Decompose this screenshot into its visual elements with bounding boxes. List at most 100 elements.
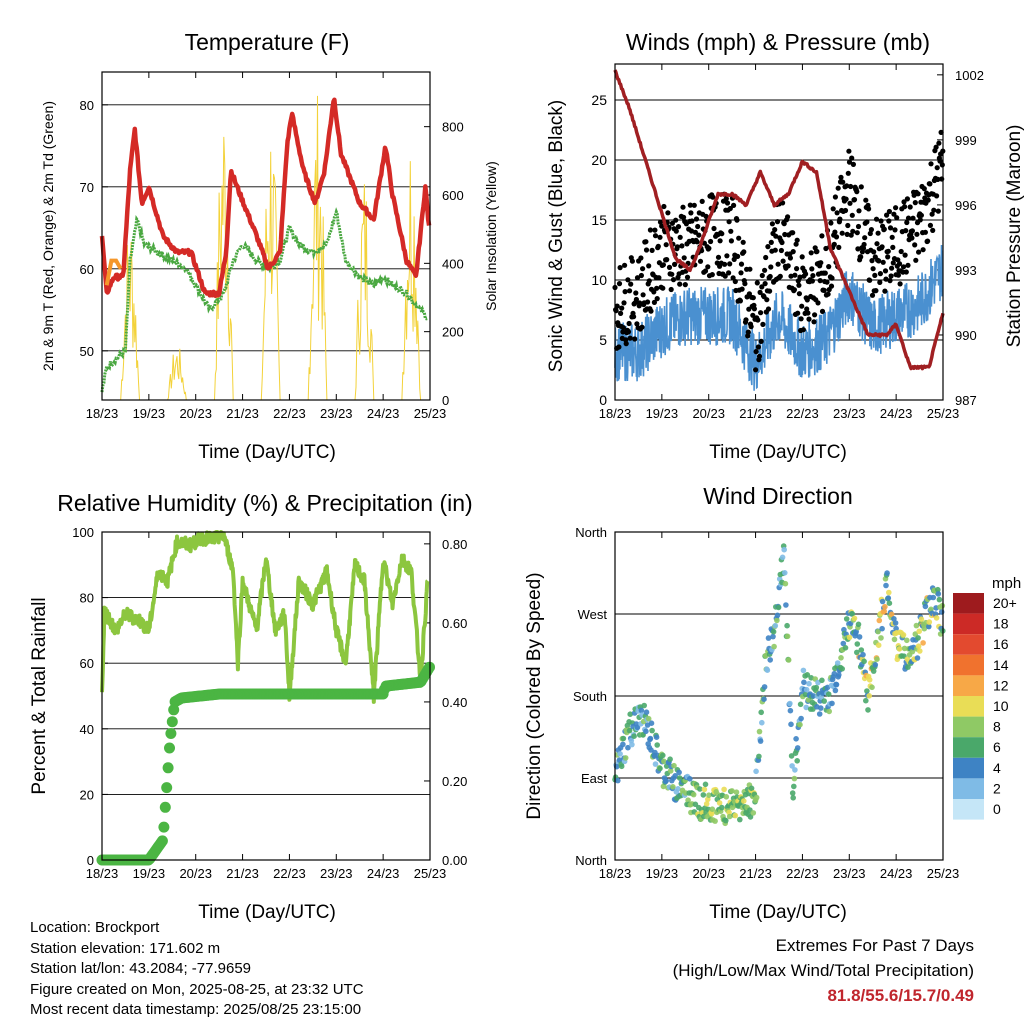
direction-point	[618, 763, 625, 770]
winds-ylabel-right: Station Pressure (Maroon)	[1004, 125, 1024, 348]
direction-point	[856, 634, 863, 640]
direction-point	[797, 701, 804, 708]
direction-point	[783, 602, 789, 608]
colorbar-swatch	[953, 634, 984, 655]
gust-point	[681, 214, 687, 220]
gust-point	[898, 248, 904, 255]
x-tick-label: 24/23	[880, 866, 913, 881]
direction-point	[869, 684, 875, 691]
gust-point	[689, 218, 695, 224]
extremes-box: Extremes For Past 7 Days (High/Low/Max W…	[673, 933, 974, 1008]
gust-point	[755, 317, 761, 323]
gust-point	[728, 228, 734, 234]
direction-point	[712, 818, 718, 824]
gust-point	[889, 234, 895, 240]
gust-point	[731, 256, 737, 262]
y2-tick-label: 993	[955, 263, 977, 278]
direction-point	[787, 707, 794, 714]
x-tick-label: 24/23	[880, 406, 913, 421]
y-tick-label: 80	[80, 98, 94, 113]
y-tick-label: 60	[80, 656, 94, 671]
y-tick-label: West	[578, 607, 608, 622]
gust-point	[638, 272, 645, 279]
gust-point	[777, 273, 783, 279]
gust-point	[915, 191, 921, 197]
x-tick-label: 25/23	[414, 406, 447, 421]
colorbar-label: 18	[993, 616, 1009, 632]
gust-point	[643, 247, 650, 253]
gust-point	[869, 292, 876, 298]
y-tick-label: 70	[80, 180, 94, 195]
direction-point	[654, 742, 660, 748]
gust-point	[702, 268, 709, 274]
gust-point	[754, 280, 760, 286]
gust-point	[879, 244, 885, 250]
gust-point	[909, 235, 915, 241]
x-tick-label: 23/23	[833, 406, 866, 421]
x-tick-label: 21/23	[739, 406, 772, 421]
direction-point	[939, 602, 946, 609]
y2-tick-label: 200	[442, 325, 464, 340]
gust-point	[734, 217, 740, 223]
y-tick-label: 100	[72, 525, 94, 540]
direction-point	[615, 777, 621, 784]
gust-point	[737, 298, 744, 304]
gust-point	[703, 213, 709, 219]
gust-point	[838, 174, 844, 180]
plot-border	[614, 531, 944, 861]
gust-point	[709, 272, 715, 278]
gust-point	[640, 292, 646, 298]
direction-point	[885, 595, 892, 601]
colorbar-swatch	[953, 696, 984, 717]
x-tick-label: 18/23	[86, 406, 119, 421]
gust-point	[623, 341, 629, 347]
gust-point	[825, 291, 831, 297]
gust-point	[747, 266, 753, 272]
direction-point	[922, 603, 929, 610]
gust-point	[735, 253, 741, 259]
gust-point	[756, 353, 763, 359]
direction-point	[863, 697, 869, 704]
direction-point	[914, 655, 921, 661]
colorbar-swatch	[953, 716, 984, 738]
x-tick-label: 25/23	[414, 866, 447, 881]
gust-point	[742, 281, 748, 287]
direction-point	[926, 623, 932, 630]
gust-point	[625, 277, 631, 283]
direction-point	[670, 784, 676, 790]
direction-point	[764, 667, 771, 673]
y-tick-label: 20	[80, 787, 94, 802]
direction-point	[846, 634, 853, 641]
gust-point	[845, 170, 851, 176]
humidity-line	[100, 530, 430, 704]
gust-point	[877, 271, 884, 277]
gust-point	[840, 179, 846, 185]
colorbar-swatch	[953, 757, 984, 779]
colorbar-label: 16	[993, 636, 1009, 652]
gust-point	[887, 278, 893, 284]
direction-point	[723, 794, 730, 800]
direction-point	[843, 616, 850, 622]
x-tick-label: 22/23	[273, 406, 306, 421]
gust-point	[850, 161, 857, 167]
rainfall-point	[156, 835, 168, 847]
y2-tick-label: 800	[442, 120, 464, 135]
gust-point	[659, 223, 665, 229]
direction-point	[741, 798, 747, 804]
direction-point	[806, 680, 812, 687]
recent-timestamp: Most recent data timestamp: 2025/08/25 2…	[30, 1001, 362, 1018]
x-tick-label: 19/23	[133, 406, 166, 421]
gust-point	[674, 244, 681, 250]
direction-point	[787, 700, 793, 707]
gust-point	[668, 286, 674, 293]
gust-point	[819, 308, 826, 314]
gust-point	[904, 196, 911, 202]
gust-point	[849, 155, 855, 161]
gust-point	[793, 241, 799, 247]
gust-point	[889, 265, 895, 271]
gust-point	[935, 176, 941, 182]
gust-point	[885, 254, 891, 260]
gust-point	[891, 211, 897, 217]
gust-point	[621, 300, 627, 306]
gust-point	[795, 310, 801, 316]
